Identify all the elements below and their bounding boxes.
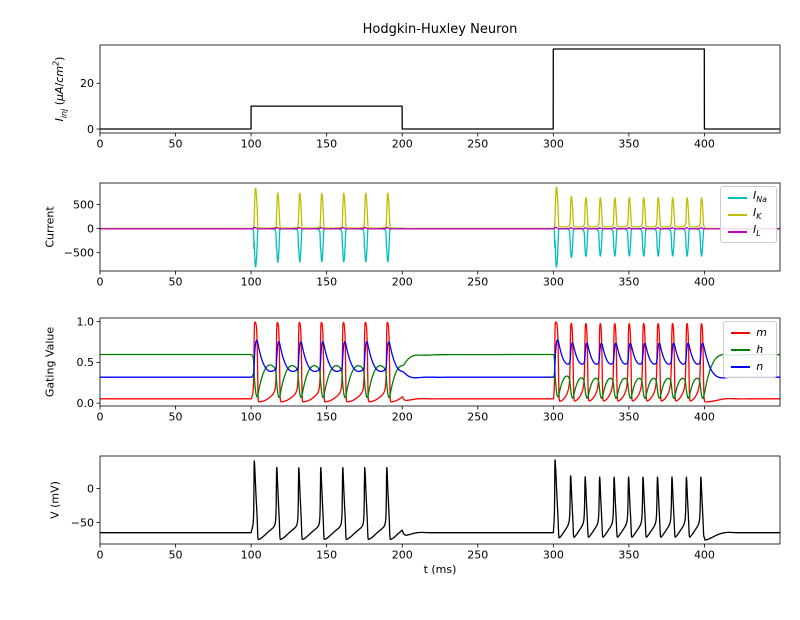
y-tick-label: 20 [80,77,94,90]
subplot-injected-current: Iinj (μA/cm2) [52,45,780,133]
x-tick-label: 100 [241,549,262,562]
x-tick-label: 50 [169,411,183,424]
y-axis-label-injected-current: Iinj (μA/cm2) [51,56,69,122]
legend-label-IK: IK [752,206,762,222]
x-tick-label: 350 [618,411,639,424]
legend-entry-n: n [731,359,767,374]
legend-line-m [731,331,751,334]
series-n [99,339,781,379]
legend-label-INa: INa [752,189,767,205]
x-tick-label: 150 [316,411,337,424]
legend-line-n [731,365,751,368]
subplot-membrane-voltage: V (mV) [49,456,780,544]
x-tick-label: 400 [694,411,715,424]
y-tick-label: 1.0 [77,315,95,328]
x-tick-label: 0 [97,549,104,562]
y-tick-label: 0.0 [77,397,95,410]
y-tick-label: 0 [87,123,94,136]
x-tick-label: 100 [241,138,262,151]
x-axis-label: t (ms) [423,563,457,576]
legend-line-IK [727,213,747,216]
x-tick-label: 400 [694,138,715,151]
x-tick-label: 250 [467,138,488,151]
x-tick-label: 300 [543,411,564,424]
x-tick-label: 200 [392,411,413,424]
x-tick-label: 350 [618,138,639,151]
x-tick-label: 200 [392,138,413,151]
legend-label-m: m [756,326,767,339]
chart-title: Hodgkin-Huxley Neuron [362,22,518,37]
x-tick-label: 250 [467,276,488,289]
series-V [99,459,781,541]
y-tick-label: 500 [73,198,94,211]
legend-ionic-currents: INa IK IL [719,186,777,243]
y-axis-label-membrane-voltage: V (mV) [48,481,62,519]
x-tick-label: 350 [618,276,639,289]
x-tick-label: 250 [467,549,488,562]
legend-entry-INa: INa [727,189,767,205]
subplot-ionic-currents: Current INa IK IL [44,183,780,271]
x-tick-label: 100 [241,276,262,289]
legend-label-n: n [756,360,764,373]
legend-entry-IL: IL [727,223,767,239]
legend-line-INa [727,196,747,199]
x-tick-label: 200 [392,276,413,289]
x-tick-label: 350 [618,549,639,562]
x-tick-label: 0 [97,276,104,289]
y-tick-label: −500 [64,247,94,260]
x-tick-label: 150 [316,549,337,562]
y-tick-label: 0 [87,482,94,495]
x-tick-label: 200 [392,549,413,562]
x-tick-label: 150 [316,276,337,289]
legend-label-h: h [756,343,764,356]
y-tick-label: 0 [87,222,94,235]
x-tick-label: 0 [97,411,104,424]
legend-line-h [731,348,751,351]
x-tick-label: 300 [543,138,564,151]
x-tick-label: 400 [694,549,715,562]
x-tick-label: 100 [241,411,262,424]
series-IL [99,226,781,230]
series-h [99,353,781,399]
series-Iinj [99,48,781,130]
series-m [99,321,781,403]
y-tick-label: 0.5 [77,356,95,369]
x-tick-label: 400 [694,276,715,289]
legend-line-IL [727,230,747,233]
legend-label-IL: IL [752,223,761,239]
y-tick-label: −50 [71,516,94,529]
x-tick-label: 250 [467,411,488,424]
x-tick-label: 50 [169,138,183,151]
axes-frame-membrane-voltage [99,455,781,545]
subplot-gating-variables: Gating Value m h n [44,318,780,406]
y-axis-label-gating-variables: Gating Value [43,326,57,398]
legend-entry-h: h [731,342,767,357]
x-tick-label: 300 [543,276,564,289]
axes-frame-injected-current [99,44,781,134]
x-tick-label: 50 [169,276,183,289]
x-tick-label: 0 [97,138,104,151]
axes-frame-ionic-currents [99,182,781,272]
y-axis-label-ionic-currents: Current [43,206,57,248]
legend-entry-IK: IK [727,206,767,222]
x-tick-label: 300 [543,549,564,562]
legend-entry-m: m [731,325,767,340]
x-tick-label: 50 [169,549,183,562]
x-tick-label: 150 [316,138,337,151]
